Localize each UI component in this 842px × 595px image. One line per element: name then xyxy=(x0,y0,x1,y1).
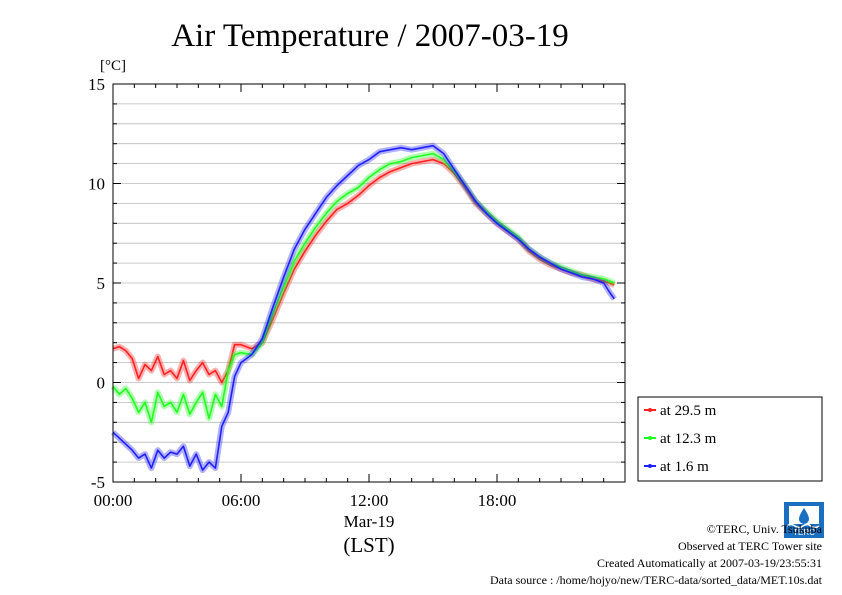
y-tick-label: 10 xyxy=(88,175,105,194)
svg-text:TERC: TERC xyxy=(793,528,815,537)
y-tick-label: 0 xyxy=(97,374,106,393)
legend-label: at 1.6 m xyxy=(660,459,709,475)
series-line-1 xyxy=(112,152,615,424)
x-tick-label: 06:00 xyxy=(222,491,261,510)
copyright-text: ©TERC, Univ. Tsukuba xyxy=(706,522,822,536)
data-source-text: Data source : /home/hojyo/new/TERC-data/… xyxy=(489,573,822,587)
y-tick-label: 15 xyxy=(88,75,105,94)
legend: at 29.5 m at 12.3 m at 1.6 m xyxy=(637,396,823,482)
y-tick-label: 5 xyxy=(97,274,106,293)
x-tick-labels: 00:00 06:00 12:00 18:00 xyxy=(94,491,517,510)
observed-site-text: Observed at TERC Tower site xyxy=(677,539,822,553)
y-tick-label: -5 xyxy=(91,473,105,492)
legend-label: at 29.5 m xyxy=(660,403,717,419)
x-tick-label: 18:00 xyxy=(478,491,517,510)
series-band-0 xyxy=(112,156,616,386)
legend-marker xyxy=(648,464,652,468)
series-line-2 xyxy=(112,144,615,471)
x-axis-date-label: Mar-19 xyxy=(344,512,395,531)
legend-marker xyxy=(648,408,652,412)
x-axis-label: (LST) xyxy=(343,533,394,557)
x-tick-label: 00:00 xyxy=(94,491,133,510)
legend-marker xyxy=(648,436,652,440)
axis-ticks xyxy=(112,83,626,483)
y-tick-labels: -5 0 5 10 15 xyxy=(88,75,105,492)
chart-title: Air Temperature / 2007-03-19 xyxy=(171,18,569,54)
terc-logo: TERC xyxy=(784,502,824,538)
y-axis-unit-label: [°C] xyxy=(100,58,126,74)
created-timestamp-text: Created Automatically at 2007-03-19/23:5… xyxy=(597,556,822,570)
grid-lines xyxy=(113,103,625,463)
x-tick-label: 12:00 xyxy=(350,491,389,510)
legend-label: at 12.3 m xyxy=(660,431,717,447)
series-lines xyxy=(110,142,617,474)
